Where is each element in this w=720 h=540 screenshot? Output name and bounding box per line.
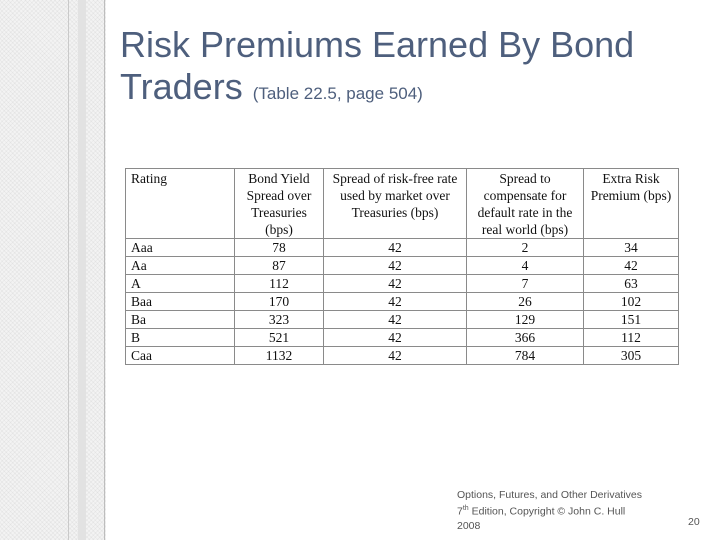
rating-cell: Caa (125, 346, 235, 365)
table-row: Baa 170 42 26 102 (125, 292, 679, 311)
footer-copyright: Edition, Copyright © John C. Hull (468, 505, 626, 518)
slide-title-reference: (Table 22.5, page 504) (252, 84, 423, 103)
value-cell: 129 (466, 310, 584, 329)
value-cell: 112 (583, 328, 679, 347)
header-risk-free-spread: Spread of risk-free rate used by market … (323, 168, 467, 239)
value-cell: 63 (583, 274, 679, 293)
value-cell: 305 (583, 346, 679, 365)
value-cell: 102 (583, 292, 679, 311)
rating-cell: A (125, 274, 235, 293)
value-cell: 323 (234, 310, 324, 329)
value-cell: 7 (466, 274, 584, 293)
value-cell: 112 (234, 274, 324, 293)
value-cell: 34 (583, 238, 679, 257)
table-row: B 521 42 366 112 (125, 328, 679, 347)
value-cell: 42 (323, 292, 467, 311)
value-cell: 1132 (234, 346, 324, 365)
rating-cell: Aa (125, 256, 235, 275)
table-header-row: Rating Bond Yield Spread over Treasuries… (125, 168, 679, 239)
header-default-spread: Spread to compensate for default rate in… (466, 168, 584, 239)
slide-footer: Options, Futures, and Other Derivatives … (457, 488, 682, 533)
decorative-line (68, 0, 69, 540)
rating-cell: Baa (125, 292, 235, 311)
rating-cell: Ba (125, 310, 235, 329)
table-row: Caa 1132 42 784 305 (125, 346, 679, 365)
value-cell: 87 (234, 256, 324, 275)
value-cell: 2 (466, 238, 584, 257)
value-cell: 151 (583, 310, 679, 329)
risk-premium-table-container: Rating Bond Yield Spread over Treasuries… (125, 168, 679, 365)
decorative-line (104, 0, 105, 540)
footer-year: 2008 (457, 519, 481, 532)
page-number: 20 (688, 516, 700, 528)
slide-title: Risk Premiums Earned By Bond Traders (Ta… (120, 24, 710, 115)
header-rating: Rating (125, 168, 235, 239)
value-cell: 784 (466, 346, 584, 365)
risk-premium-table: Rating Bond Yield Spread over Treasuries… (125, 168, 679, 365)
table-row: Aa 87 42 4 42 (125, 256, 679, 275)
value-cell: 366 (466, 328, 584, 347)
table-row: A 112 42 7 63 (125, 274, 679, 293)
rating-cell: Aaa (125, 238, 235, 257)
value-cell: 42 (323, 274, 467, 293)
table-row: Ba 323 42 129 151 (125, 310, 679, 329)
value-cell: 78 (234, 238, 324, 257)
value-cell: 170 (234, 292, 324, 311)
table-row: Aaa 78 42 2 34 (125, 238, 679, 257)
value-cell: 42 (323, 256, 467, 275)
value-cell: 26 (466, 292, 584, 311)
slide-title-main: Risk Premiums Earned By Bond Traders (120, 24, 635, 107)
value-cell: 4 (466, 256, 584, 275)
header-extra-risk-premium: Extra Risk Premium (bps) (583, 168, 679, 239)
footer-edition-number: 7 (457, 505, 463, 518)
value-cell: 42 (323, 310, 467, 329)
footer-edition-copyright: 7th Edition, Copyright © John C. Hull (457, 502, 682, 519)
value-cell: 42 (323, 328, 467, 347)
footer-edition-suffix: th (462, 505, 469, 512)
value-cell: 42 (323, 238, 467, 257)
decorative-line (78, 0, 86, 540)
header-bond-yield-spread: Bond Yield Spread over Treasuries (bps) (234, 168, 324, 239)
value-cell: 42 (583, 256, 679, 275)
value-cell: 42 (323, 346, 467, 365)
rating-cell: B (125, 328, 235, 347)
value-cell: 521 (234, 328, 324, 347)
decorative-side-band (0, 0, 106, 540)
footer-book-title: Options, Futures, and Other Derivatives (457, 489, 642, 501)
